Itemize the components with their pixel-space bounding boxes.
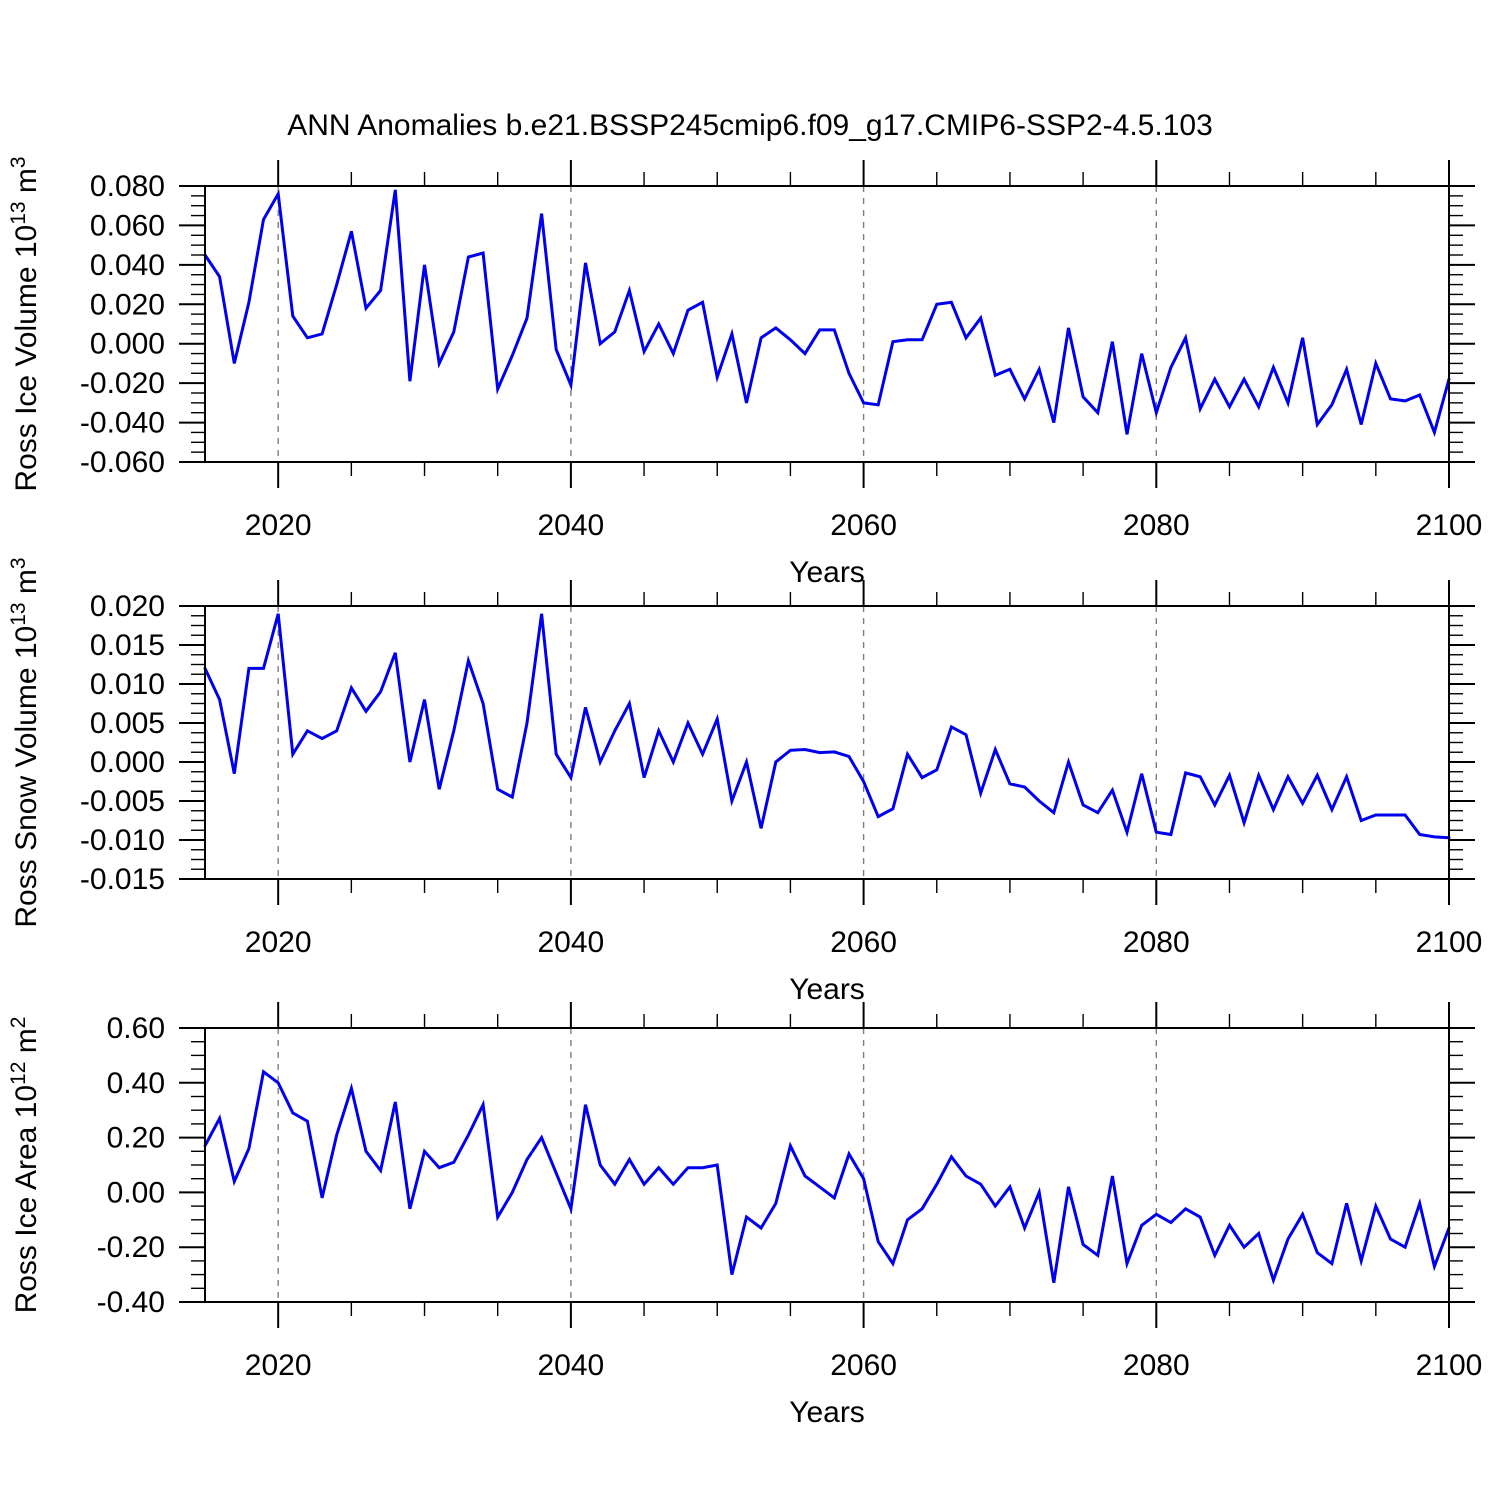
ross-snow-volume-x-tick-label: 2100 bbox=[1416, 926, 1483, 959]
ross-snow-volume-x-tick-label: 2080 bbox=[1123, 926, 1190, 959]
y-axis-label-text: Ross Ice Volume 10 bbox=[10, 225, 43, 492]
ross-snow-volume-y-axis-label: Ross Snow Volume 1013 m3 bbox=[7, 557, 43, 927]
ross-ice-volume-y-axis-label: Ross Ice Volume 1013 m3 bbox=[7, 156, 43, 491]
panel-ross-snow-volume: 0.020 0.015 0.010 0.005 0.000 -0.005 -0.010 -0.… bbox=[7, 557, 1482, 1006]
ross-ice-area-y-tick-label: 0.00 bbox=[107, 1176, 165, 1209]
y-axis-label-exponent: 12 bbox=[7, 1062, 30, 1085]
ross-ice-volume-y-tick-label: 0.060 bbox=[90, 209, 165, 242]
ross-snow-volume-y-tick-label: -0.005 bbox=[80, 785, 165, 818]
ross-ice-area-gridlines bbox=[277, 1028, 1157, 1302]
ross-ice-volume-y-tick-label: -0.020 bbox=[80, 367, 165, 400]
panels-group: 0.080 0.060 0.040 0.020 0.000 -0.020 -0.040 -0.… bbox=[7, 156, 1482, 1429]
ross-ice-volume-frame bbox=[204, 185, 1450, 463]
ross-snow-volume-y-tick-label: 0.005 bbox=[90, 707, 165, 740]
y-axis-label-exponent: 2 bbox=[7, 1017, 30, 1029]
chart-title: ANN Anomalies b.e21.BSSP245cmip6.f09_g17… bbox=[287, 109, 1213, 142]
ross-snow-volume-frame bbox=[204, 605, 1450, 880]
ross-snow-volume-y-tick-label: -0.015 bbox=[80, 863, 165, 896]
ross-ice-volume-y-tick-label: -0.060 bbox=[80, 446, 165, 479]
ross-ice-volume-x-tick-label: 2100 bbox=[1416, 509, 1483, 542]
ross-snow-volume-y-tick-label: 0.020 bbox=[90, 590, 165, 623]
ross-ice-volume-x-axis-label: Years bbox=[789, 556, 865, 589]
ross-ice-area-x-tick-label: 2020 bbox=[245, 1349, 312, 1382]
ross-ice-volume-x-tick-label: 2080 bbox=[1123, 509, 1190, 542]
ross-ice-area-frame bbox=[204, 1027, 1450, 1303]
y-axis-label-text: m bbox=[10, 168, 43, 201]
ross-snow-volume-x-axis-label: Years bbox=[789, 973, 865, 1006]
ross-ice-area-line bbox=[203, 1069, 1451, 1285]
ross-ice-volume-y-tick-label: 0.000 bbox=[90, 328, 165, 361]
ross-snow-volume-x-tick-label: 2040 bbox=[538, 926, 605, 959]
ross-snow-volume-y-tick-label: -0.010 bbox=[80, 824, 165, 857]
y-axis-label-text: Ross Snow Volume 10 bbox=[10, 626, 43, 928]
ross-snow-volume-y-tick-label: 0.000 bbox=[90, 746, 165, 779]
ross-ice-area-y-tick-label: 0.60 bbox=[107, 1012, 165, 1045]
ross-snow-volume-x-tick-label: 2020 bbox=[245, 926, 312, 959]
ross-snow-volume-y-tick-label: 0.015 bbox=[90, 629, 165, 662]
panel-ross-ice-area: 0.60 0.40 0.20 0.00 -0.20 -0.40 2020 2040 2060 20… bbox=[7, 1002, 1482, 1429]
ross-ice-area-x-tick-label: 2080 bbox=[1123, 1349, 1190, 1382]
ross-ice-area-y-tick-label: -0.20 bbox=[97, 1231, 165, 1264]
ross-ice-volume-y-tick-label: 0.040 bbox=[90, 249, 165, 282]
y-axis-label-exponent: 3 bbox=[7, 557, 30, 569]
ross-ice-area-x-tick-label: 2040 bbox=[538, 1349, 605, 1382]
ross-ice-volume-x-tick-label: 2020 bbox=[245, 509, 312, 542]
y-axis-label-exponent: 13 bbox=[7, 201, 30, 224]
ross-ice-area-x-tick-label: 2100 bbox=[1416, 1349, 1483, 1382]
y-axis-label-exponent: 3 bbox=[7, 156, 30, 168]
y-axis-label-text: m bbox=[10, 569, 43, 602]
ross-ice-volume-x-ticks bbox=[277, 160, 1450, 488]
y-axis-label-text: Ross Ice Area 10 bbox=[10, 1085, 43, 1313]
ross-ice-volume-y-tick-label: -0.040 bbox=[80, 407, 165, 440]
y-axis-label-exponent: 13 bbox=[7, 602, 30, 625]
ross-ice-area-x-axis-label: Years bbox=[789, 1396, 865, 1429]
ross-ice-volume-x-tick-label: 2060 bbox=[830, 509, 897, 542]
ross-snow-volume-x-ticks bbox=[277, 580, 1450, 905]
ross-ice-volume-y-tick-label: 0.080 bbox=[90, 170, 165, 203]
ross-snow-volume-y-tick-label: 0.010 bbox=[90, 668, 165, 701]
ross-ice-area-x-tick-label: 2060 bbox=[830, 1349, 897, 1382]
ross-ice-volume-x-tick-label: 2040 bbox=[538, 509, 605, 542]
ross-ice-area-y-ticks bbox=[179, 1027, 1475, 1303]
ross-ice-area-x-ticks bbox=[277, 1002, 1450, 1328]
ross-snow-volume-line bbox=[203, 613, 1451, 840]
panel-ross-ice-volume: 0.080 0.060 0.040 0.020 0.000 -0.020 -0.040 -0.… bbox=[7, 156, 1482, 589]
ross-ice-area-y-tick-label: -0.40 bbox=[97, 1286, 165, 1319]
ross-ice-area-y-tick-label: 0.20 bbox=[107, 1122, 165, 1155]
y-axis-label-text: m bbox=[10, 1028, 43, 1061]
ross-ice-area-y-tick-label: 0.40 bbox=[107, 1067, 165, 1100]
ross-snow-volume-x-tick-label: 2060 bbox=[830, 926, 897, 959]
ross-ice-area-y-axis-label: Ross Ice Area 1012 m2 bbox=[7, 1017, 43, 1314]
ross-snow-volume-gridlines bbox=[277, 606, 1157, 879]
ross-ice-volume-gridlines bbox=[277, 186, 1157, 462]
ross-ice-volume-y-ticks bbox=[179, 185, 1475, 463]
ross-ice-volume-line bbox=[203, 189, 1451, 438]
ross-snow-volume-y-ticks bbox=[179, 605, 1475, 880]
ross-ice-volume-y-tick-label: 0.020 bbox=[90, 288, 165, 321]
